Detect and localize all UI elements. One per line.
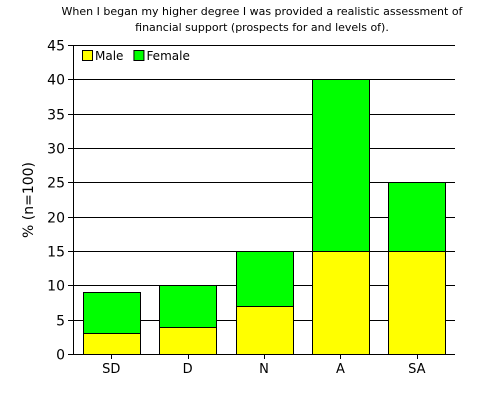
y-tick-label: 30 [47, 142, 65, 158]
bar-female-n [236, 251, 294, 307]
bar-male-sd [83, 333, 141, 355]
bar-female-a [312, 79, 370, 252]
y-tick-label: 10 [47, 279, 65, 295]
y-tick-labels: 0 5 10 15 20 25 30 35 40 45 [47, 39, 65, 364]
chart-title: When I began my higher degree I was prov… [62, 5, 464, 34]
y-axis-label: % (n=100) [21, 162, 37, 238]
bar-male-a [312, 251, 370, 355]
legend-swatch-male [82, 50, 93, 61]
y-tick-label: 25 [47, 176, 65, 192]
y-tick-label: 15 [47, 245, 65, 261]
legend-label-male: Male [95, 49, 123, 63]
chart-title-line-2: financial support (prospects for and lev… [135, 21, 389, 34]
x-tick-labels: SD D N A SA [102, 362, 426, 377]
y-tick-label: 0 [56, 348, 65, 364]
bar-male-sa [388, 251, 446, 355]
legend-label-female: Female [146, 49, 189, 63]
legend-swatch-female [133, 50, 145, 61]
y-tick-label: 5 [56, 314, 65, 330]
x-tick-label: N [259, 362, 269, 377]
x-tick-label: A [336, 362, 345, 377]
x-tick-label: D [183, 362, 193, 377]
bar-female-sa [388, 182, 446, 252]
y-tick-label: 45 [47, 39, 65, 55]
chart-title-line-1: When I began my higher degree I was prov… [62, 5, 464, 18]
bars [83, 79, 446, 355]
gridlines [73, 45, 455, 321]
y-tick-label: 35 [47, 108, 65, 124]
x-tick-label: SA [408, 362, 425, 377]
legend: Male Female [82, 49, 190, 63]
y-tick-label: 20 [47, 211, 65, 227]
axes [68, 45, 455, 359]
bar-male-d [159, 327, 217, 355]
bar-female-d [159, 285, 217, 328]
bar-male-n [236, 306, 294, 355]
bar-female-sd [83, 292, 141, 334]
x-tick-label: SD [102, 362, 120, 377]
y-tick-label: 40 [47, 73, 65, 89]
